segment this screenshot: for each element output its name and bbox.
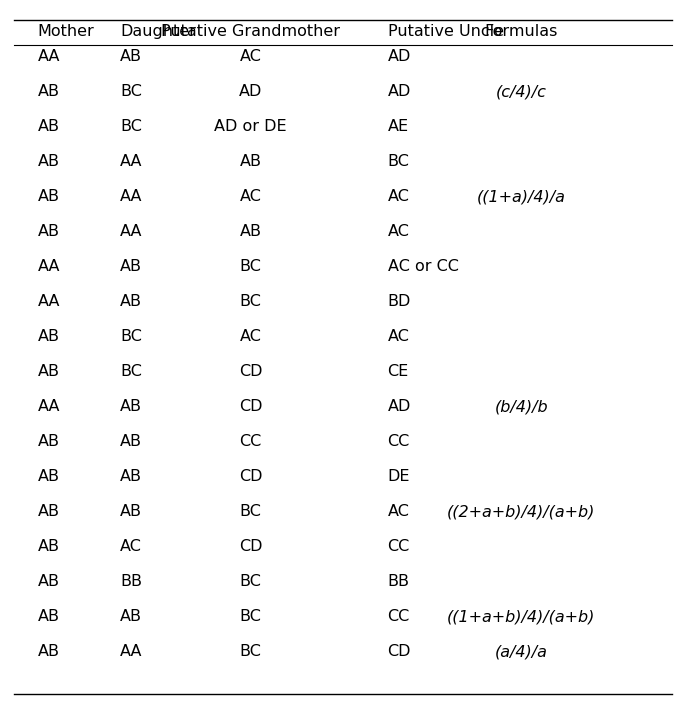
Text: AB: AB bbox=[38, 119, 60, 134]
Text: BC: BC bbox=[388, 154, 410, 169]
Text: AD or DE: AD or DE bbox=[214, 119, 287, 134]
Text: AB: AB bbox=[120, 49, 142, 64]
Text: Putative Grandmother: Putative Grandmother bbox=[161, 24, 340, 40]
Text: BC: BC bbox=[239, 609, 261, 624]
Text: BB: BB bbox=[388, 574, 410, 589]
Text: CC: CC bbox=[388, 539, 410, 554]
Text: AA: AA bbox=[38, 49, 60, 64]
Text: ((1+a+b)/4)/(a+b): ((1+a+b)/4)/(a+b) bbox=[447, 609, 595, 624]
Text: Formulas: Formulas bbox=[485, 24, 558, 40]
Text: AD: AD bbox=[388, 84, 411, 99]
Text: AB: AB bbox=[38, 154, 60, 169]
Text: AC: AC bbox=[388, 504, 410, 519]
Text: CD: CD bbox=[388, 644, 411, 659]
Text: AD: AD bbox=[388, 399, 411, 414]
Text: BC: BC bbox=[239, 259, 261, 274]
Text: CD: CD bbox=[239, 469, 262, 484]
Text: BC: BC bbox=[120, 84, 142, 99]
Text: BD: BD bbox=[388, 294, 411, 309]
Text: AD: AD bbox=[239, 84, 262, 99]
Text: Mother: Mother bbox=[38, 24, 95, 40]
Text: AB: AB bbox=[38, 84, 60, 99]
Text: AB: AB bbox=[38, 469, 60, 484]
Text: (a/4)/a: (a/4)/a bbox=[495, 644, 548, 659]
Text: AB: AB bbox=[120, 504, 142, 519]
Text: AB: AB bbox=[38, 224, 60, 239]
Text: AC or CC: AC or CC bbox=[388, 259, 458, 274]
Text: AB: AB bbox=[120, 399, 142, 414]
Text: AB: AB bbox=[38, 364, 60, 379]
Text: AD: AD bbox=[388, 49, 411, 64]
Text: (c/4)/c: (c/4)/c bbox=[496, 84, 547, 99]
Text: BC: BC bbox=[120, 364, 142, 379]
Text: AC: AC bbox=[239, 329, 261, 344]
Text: AE: AE bbox=[388, 119, 409, 134]
Text: AB: AB bbox=[38, 609, 60, 624]
Text: AB: AB bbox=[38, 574, 60, 589]
Text: BC: BC bbox=[239, 504, 261, 519]
Text: AB: AB bbox=[120, 609, 142, 624]
Text: AB: AB bbox=[120, 434, 142, 449]
Text: AA: AA bbox=[120, 224, 143, 239]
Text: AA: AA bbox=[120, 154, 143, 169]
Text: CD: CD bbox=[239, 364, 262, 379]
Text: AC: AC bbox=[388, 224, 410, 239]
Text: CC: CC bbox=[239, 434, 261, 449]
Text: ((1+a)/4)/a: ((1+a)/4)/a bbox=[477, 189, 566, 204]
Text: AB: AB bbox=[38, 189, 60, 204]
Text: CC: CC bbox=[388, 434, 410, 449]
Text: (b/4)/b: (b/4)/b bbox=[495, 399, 548, 414]
Text: AB: AB bbox=[239, 154, 261, 169]
Text: AB: AB bbox=[239, 224, 261, 239]
Text: AA: AA bbox=[38, 399, 60, 414]
Text: AB: AB bbox=[38, 539, 60, 554]
Text: CD: CD bbox=[239, 399, 262, 414]
Text: BC: BC bbox=[239, 574, 261, 589]
Text: AC: AC bbox=[239, 189, 261, 204]
Text: AB: AB bbox=[120, 294, 142, 309]
Text: AB: AB bbox=[38, 329, 60, 344]
Text: CD: CD bbox=[239, 539, 262, 554]
Text: Daughter: Daughter bbox=[120, 24, 196, 40]
Text: AB: AB bbox=[38, 504, 60, 519]
Text: CE: CE bbox=[388, 364, 409, 379]
Text: BC: BC bbox=[120, 329, 142, 344]
Text: AB: AB bbox=[120, 259, 142, 274]
Text: Putative Uncle: Putative Uncle bbox=[388, 24, 504, 40]
Text: BC: BC bbox=[239, 294, 261, 309]
Text: AC: AC bbox=[388, 189, 410, 204]
Text: AC: AC bbox=[239, 49, 261, 64]
Text: BC: BC bbox=[239, 644, 261, 659]
Text: CC: CC bbox=[388, 609, 410, 624]
Text: AA: AA bbox=[120, 644, 143, 659]
Text: ((2+a+b)/4)/(a+b): ((2+a+b)/4)/(a+b) bbox=[447, 504, 595, 519]
Text: DE: DE bbox=[388, 469, 410, 484]
Text: AB: AB bbox=[38, 644, 60, 659]
Text: AB: AB bbox=[120, 469, 142, 484]
Text: BC: BC bbox=[120, 119, 142, 134]
Text: AA: AA bbox=[38, 259, 60, 274]
Text: AC: AC bbox=[388, 329, 410, 344]
Text: AA: AA bbox=[120, 189, 143, 204]
Text: AC: AC bbox=[120, 539, 142, 554]
Text: AB: AB bbox=[38, 434, 60, 449]
Text: AA: AA bbox=[38, 294, 60, 309]
Text: BB: BB bbox=[120, 574, 142, 589]
